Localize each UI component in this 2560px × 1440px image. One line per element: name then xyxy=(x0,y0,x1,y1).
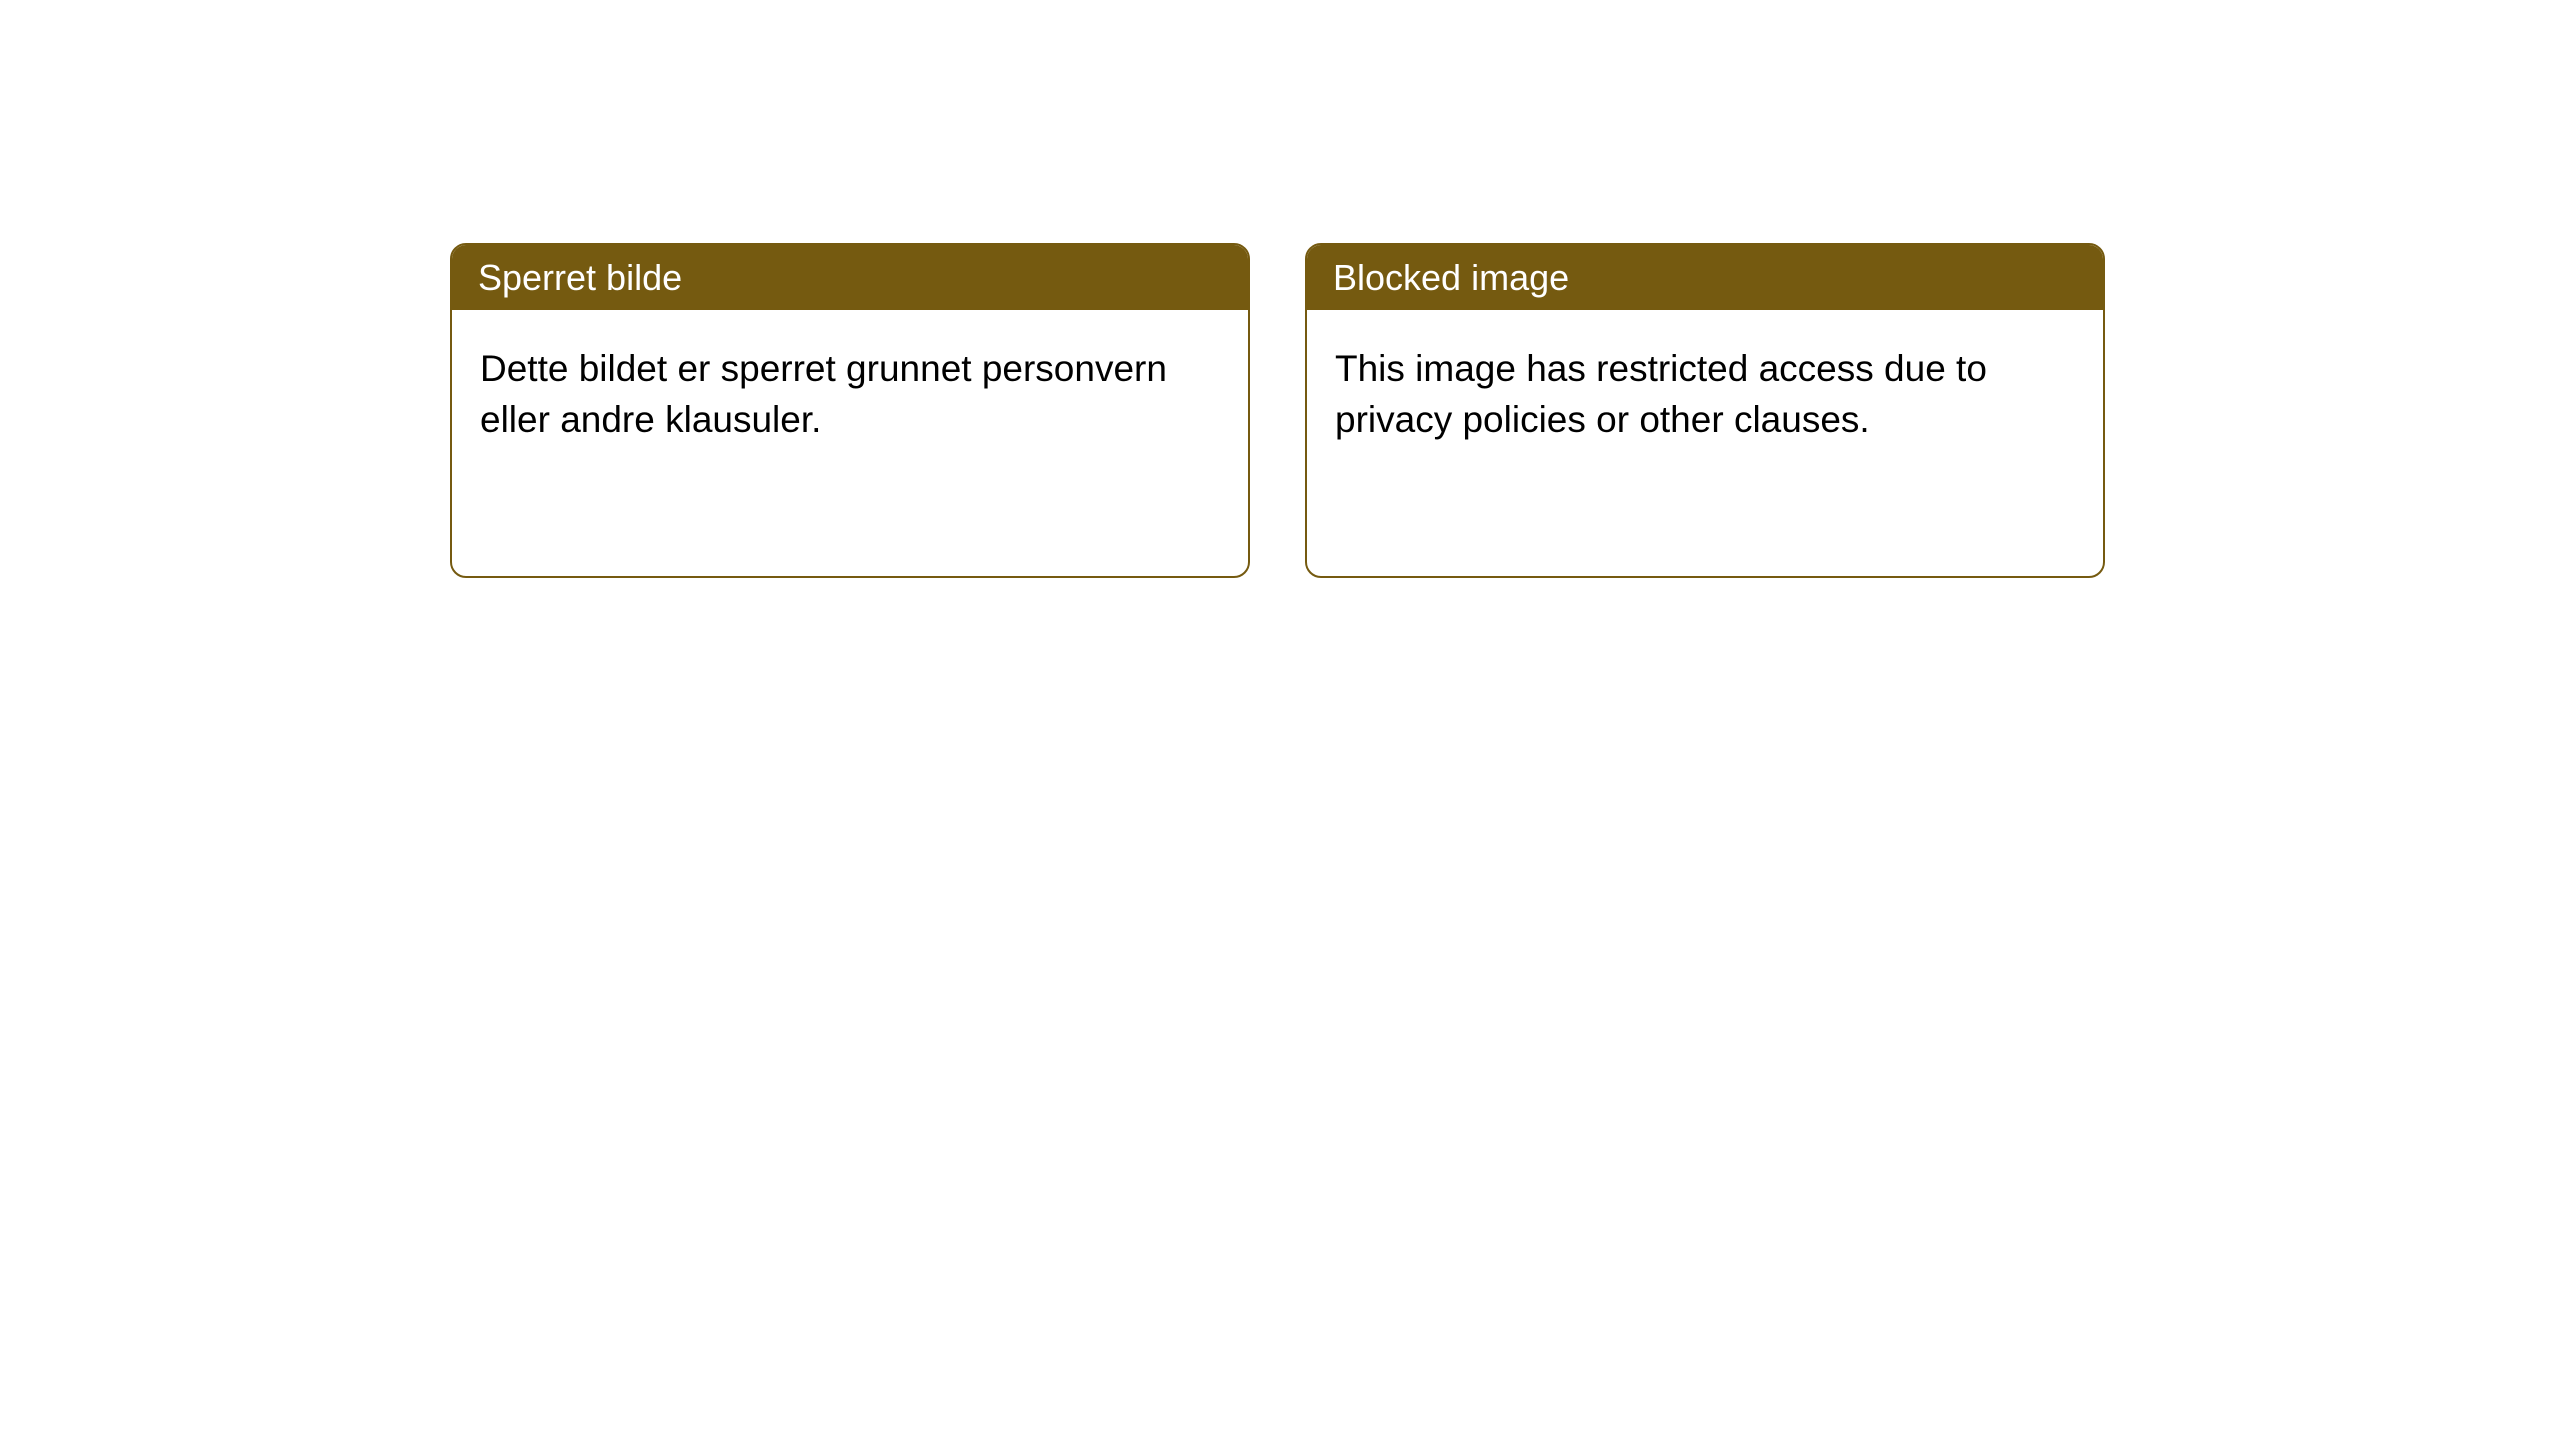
notice-box-norwegian: Sperret bilde Dette bildet er sperret gr… xyxy=(450,243,1250,578)
notice-box-english: Blocked image This image has restricted … xyxy=(1305,243,2105,578)
notice-header-english: Blocked image xyxy=(1307,245,2103,310)
notice-body-norwegian: Dette bildet er sperret grunnet personve… xyxy=(452,310,1248,478)
notice-header-norwegian: Sperret bilde xyxy=(452,245,1248,310)
notice-body-english: This image has restricted access due to … xyxy=(1307,310,2103,478)
notices-container: Sperret bilde Dette bildet er sperret gr… xyxy=(450,243,2105,578)
